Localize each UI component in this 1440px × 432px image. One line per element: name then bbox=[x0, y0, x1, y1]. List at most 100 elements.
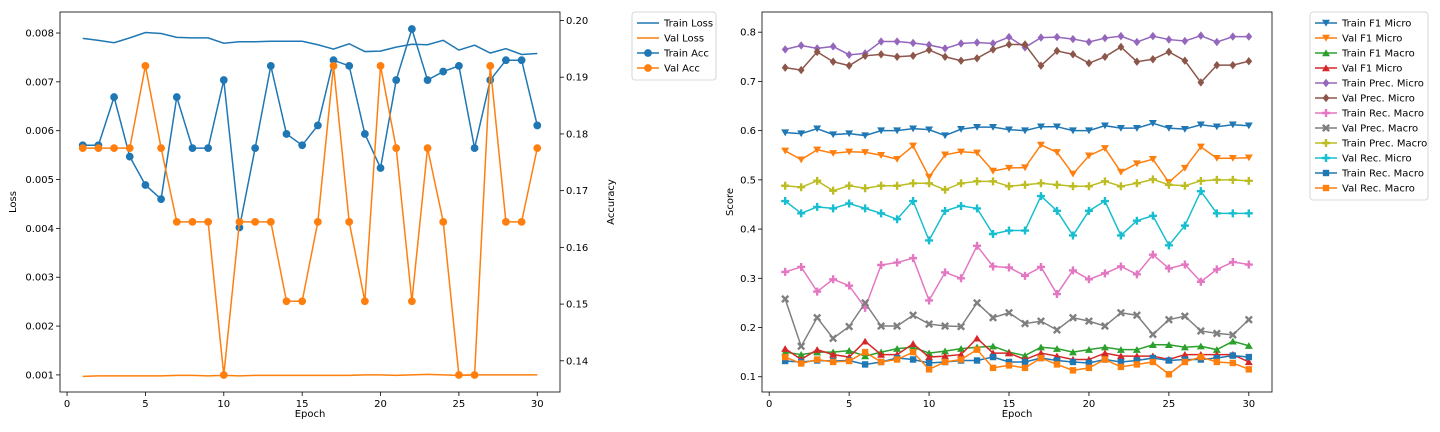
series-line bbox=[82, 31, 538, 56]
data-point bbox=[973, 149, 982, 157]
data-point bbox=[781, 353, 789, 361]
data-point bbox=[1212, 123, 1221, 131]
data-point bbox=[251, 217, 260, 226]
data-point bbox=[1197, 31, 1205, 40]
data-point bbox=[877, 358, 885, 366]
data-point bbox=[1149, 55, 1157, 64]
legend-label: Val Prec. Micro bbox=[1342, 94, 1415, 105]
y-tick-label: 0.7 bbox=[740, 77, 756, 88]
data-point bbox=[829, 57, 837, 66]
y-axis-label-right: Accuracy bbox=[606, 179, 617, 225]
plot-area-frame bbox=[761, 11, 1273, 393]
legend-label: Val Rec. Macro bbox=[1342, 184, 1415, 195]
data-point bbox=[941, 44, 949, 53]
data-point bbox=[941, 52, 949, 61]
data-point bbox=[989, 167, 998, 175]
data-point bbox=[1068, 170, 1077, 178]
data-point bbox=[877, 321, 886, 331]
data-point bbox=[1148, 120, 1157, 127]
data-point bbox=[1165, 47, 1173, 57]
data-point bbox=[1116, 231, 1125, 240]
data-point bbox=[1036, 349, 1045, 357]
data-point bbox=[1085, 359, 1093, 367]
legend: Train Loss Val Loss Train Acc Val Acc bbox=[631, 11, 717, 81]
data-point bbox=[1244, 260, 1253, 269]
y-axis-label: Score bbox=[725, 188, 736, 216]
data-point bbox=[909, 356, 917, 363]
data-point bbox=[1068, 182, 1077, 191]
data-point bbox=[861, 348, 869, 356]
data-point bbox=[1196, 176, 1205, 185]
data-point bbox=[1228, 258, 1237, 267]
legend-item-val-loss: Val Loss bbox=[637, 34, 704, 45]
legend-label: Val F1 Micro bbox=[1342, 34, 1402, 45]
data-point bbox=[813, 202, 822, 211]
data-point bbox=[1228, 330, 1237, 339]
data-point bbox=[813, 313, 822, 322]
data-point bbox=[957, 350, 966, 358]
legend-marker bbox=[1322, 154, 1330, 162]
data-point bbox=[909, 348, 917, 356]
data-point bbox=[957, 356, 965, 363]
y-tick-label: 0.1 bbox=[740, 372, 756, 383]
data-point bbox=[1085, 37, 1093, 47]
data-point bbox=[1084, 317, 1093, 326]
legend-label: Val Rec. Micro bbox=[1342, 154, 1412, 165]
data-point bbox=[1068, 231, 1077, 240]
data-point bbox=[282, 130, 291, 138]
data-point bbox=[1245, 57, 1253, 66]
data-point bbox=[1101, 52, 1109, 61]
data-point bbox=[423, 144, 432, 153]
data-point bbox=[781, 345, 790, 352]
data-point bbox=[1149, 31, 1157, 41]
data-point bbox=[989, 177, 998, 186]
data-point bbox=[1005, 32, 1013, 42]
data-point bbox=[1228, 175, 1237, 184]
series-train-prec-macro bbox=[781, 175, 1253, 195]
data-point bbox=[1148, 175, 1157, 184]
data-point bbox=[989, 262, 998, 271]
data-point bbox=[204, 217, 213, 226]
data-point bbox=[1164, 264, 1173, 273]
data-point bbox=[925, 126, 934, 134]
data-point bbox=[957, 274, 966, 283]
data-point bbox=[125, 144, 134, 153]
data-point bbox=[1020, 319, 1030, 328]
data-point bbox=[845, 199, 854, 208]
data-point bbox=[1005, 182, 1014, 191]
data-point bbox=[893, 127, 902, 135]
data-point bbox=[1116, 352, 1125, 360]
legend-item-train-prec-micro: Train Prec. Micro bbox=[1315, 79, 1424, 90]
data-point bbox=[517, 217, 526, 226]
data-point bbox=[1244, 315, 1253, 324]
y-tick-label: 0.004 bbox=[25, 224, 54, 235]
data-point bbox=[1036, 343, 1045, 351]
data-point bbox=[893, 356, 901, 363]
data-point bbox=[392, 144, 401, 153]
data-point bbox=[1228, 209, 1237, 218]
data-point bbox=[1196, 342, 1205, 350]
legend-marker bbox=[644, 64, 652, 72]
legend-label: Val Acc bbox=[664, 64, 700, 75]
data-point bbox=[110, 93, 118, 101]
data-point bbox=[989, 45, 997, 54]
data-point bbox=[861, 352, 870, 360]
data-point bbox=[455, 371, 463, 379]
data-point bbox=[1164, 124, 1173, 132]
data-point bbox=[1005, 226, 1014, 235]
axis-ticks: 0 5 10 15 20 25 30 0.1 0.2 0.3 0.4 0.5 0.6 0.7 0.8 bbox=[740, 28, 1255, 410]
data-point bbox=[909, 142, 918, 150]
legend-label: Train Loss bbox=[663, 19, 713, 30]
data-point bbox=[1133, 57, 1141, 66]
data-point bbox=[797, 65, 805, 75]
data-point bbox=[1132, 160, 1141, 168]
data-point bbox=[829, 334, 838, 343]
y-tick-label: 0.5 bbox=[740, 175, 756, 186]
y-tick-label: 0.002 bbox=[25, 322, 54, 333]
data-point bbox=[877, 152, 886, 159]
data-point bbox=[1132, 216, 1141, 225]
data-point bbox=[797, 342, 806, 351]
data-point bbox=[141, 181, 150, 189]
data-point bbox=[941, 321, 950, 331]
